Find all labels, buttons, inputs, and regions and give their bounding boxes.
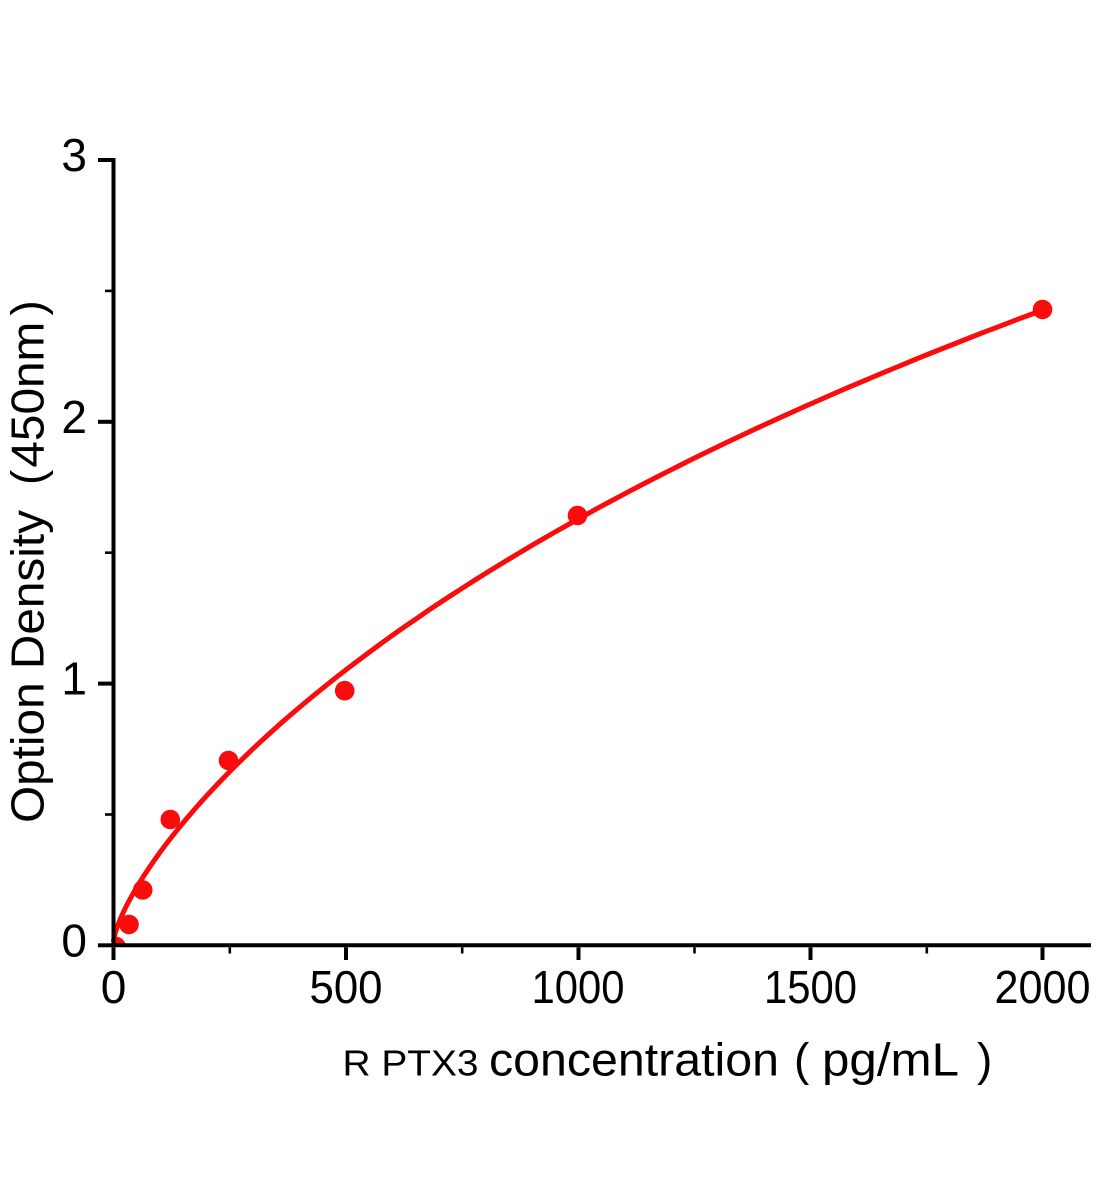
svg-text:(: ( xyxy=(794,1034,810,1086)
svg-text:3: 3 xyxy=(61,129,87,181)
svg-text:2: 2 xyxy=(61,391,87,443)
svg-text:pg/mL: pg/mL xyxy=(822,1034,959,1086)
svg-text:0: 0 xyxy=(61,914,87,966)
svg-text:1000: 1000 xyxy=(532,961,625,1013)
svg-text:R PTX3: R PTX3 xyxy=(343,1043,479,1084)
svg-text:0: 0 xyxy=(101,961,127,1013)
svg-text:500: 500 xyxy=(310,961,383,1013)
svg-text:): ) xyxy=(977,1034,992,1086)
svg-text:Option Density(450nm): Option Density(450nm) xyxy=(2,300,54,823)
svg-text:concentration: concentration xyxy=(489,1034,779,1086)
svg-text:2000: 2000 xyxy=(995,961,1091,1013)
svg-text:1: 1 xyxy=(61,653,87,705)
svg-text:1500: 1500 xyxy=(764,961,857,1013)
